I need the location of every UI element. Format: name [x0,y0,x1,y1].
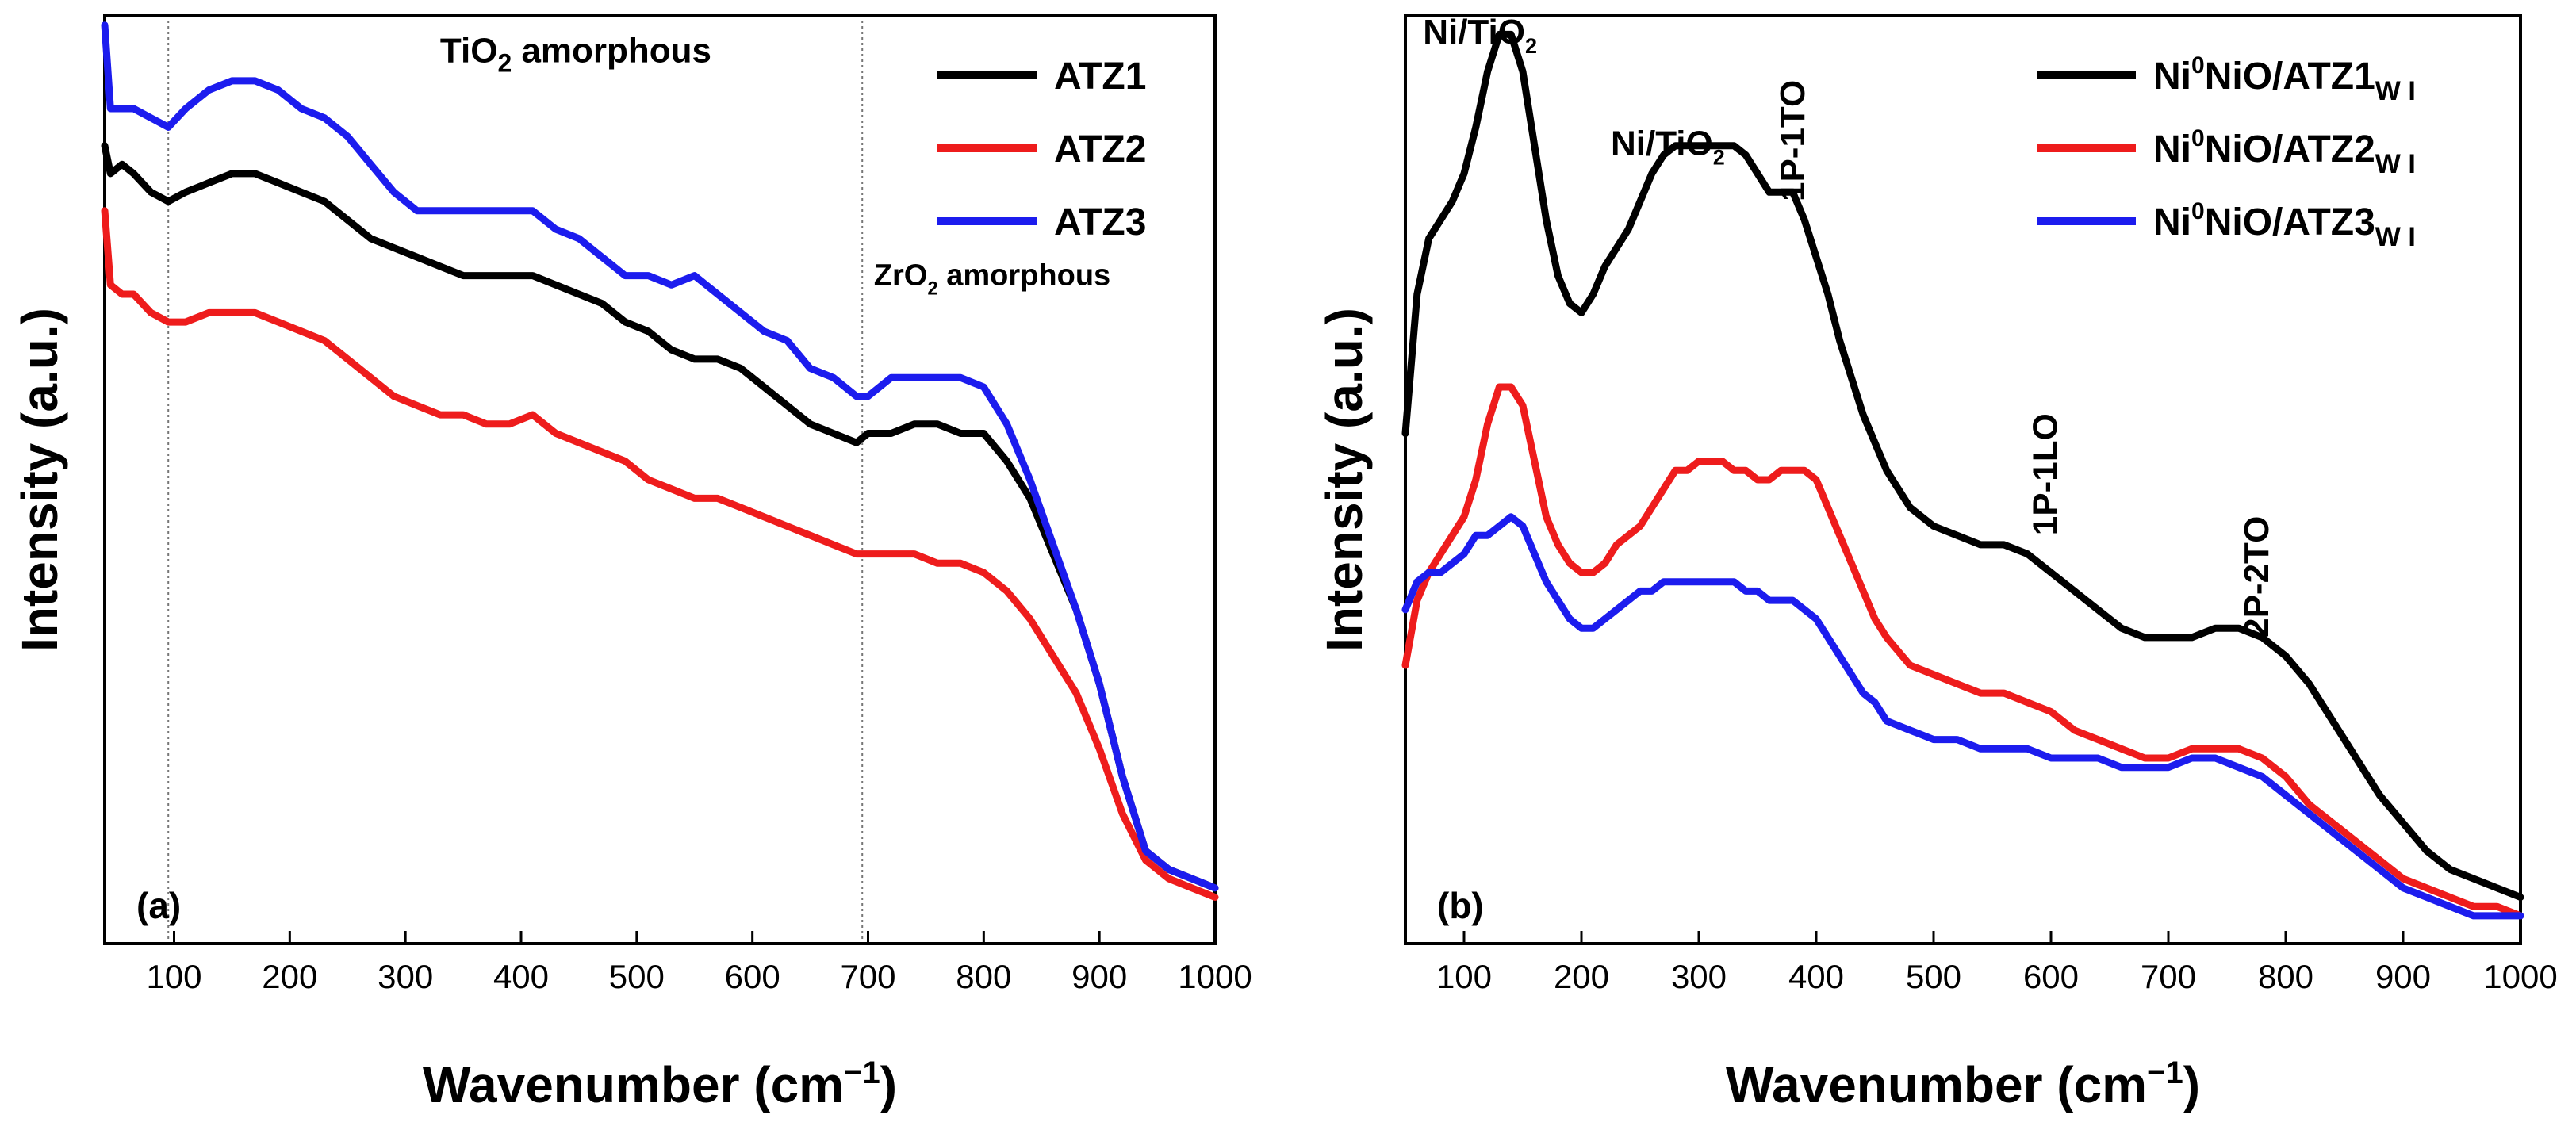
panel-b-x-axis-title: Wavenumber (cm−1) [1726,1055,2200,1113]
annotation-2: Ni/TiO2 [1611,124,1725,170]
annotation-1: TiO2 amorphous [440,32,711,78]
panel-a-y-axis-title: Intensity (a.u.) [11,308,68,652]
panel-a-x-axis-title-end: ) [880,1056,897,1113]
annotation-4: 1P-1LO [2026,413,2064,535]
series-line-1 [101,142,1219,892]
series-line-3 [101,21,1219,892]
x-tick-label-700: 700 [840,958,895,995]
legend-label-2: Ni0NiO/ATZ2W I [2153,125,2416,179]
x-tick-label-500: 500 [609,958,665,995]
panel-b-x-axis-title-sup: −1 [2147,1055,2183,1090]
x-tick-label-500: 500 [1906,958,1961,995]
panel-b: 100 200 300 400 500 600 700 800 900 1000 (b) Ni/T… [1316,13,2558,1113]
annotation-2: ZrO2 amorphous [874,259,1110,299]
panel-a-reference-lines [167,21,864,939]
panel-b-x-axis-title-end: ) [2183,1056,2200,1113]
x-tick-label-800: 800 [2258,958,2313,995]
panel-b-label: (b) [1437,885,1484,926]
panel-b-frame [1404,14,2522,945]
x-tick-label-600: 600 [2023,958,2079,995]
x-tick-label-1000: 1000 [1178,958,1252,995]
x-tick-label-900: 900 [2375,958,2431,995]
legend-label-2: ATZ2 [1054,128,1146,170]
panel-a-series [101,21,1219,901]
legend-label-3: Ni0NiO/ATZ3W I [2153,198,2416,252]
panel-a-legend: ATZ1 ATZ2 ATZ3 [937,56,1146,243]
annotation-1: Ni/TiO2 [1423,13,1537,58]
panel-b-x-ticks: 100 200 300 400 500 600 700 800 900 1000 [1436,931,2558,995]
annotation-3: 1P-1TO [1773,80,1812,201]
panel-a-x-axis-title-sup: −1 [844,1055,880,1090]
legend-label-1: ATZ1 [1054,56,1146,98]
panel-b-legend: Ni0NiO/ATZ1W I Ni0NiO/ATZ2W I Ni0NiO/ATZ3W… [2037,52,2416,252]
panel-b-y-axis-title: Intensity (a.u.) [1316,308,1373,652]
annotation-5: 2P-2TO [2237,516,2276,638]
legend-label-1: Ni0NiO/ATZ1W I [2153,52,2416,106]
series-line-3 [1401,513,2524,920]
series-line-2 [1401,383,2524,920]
x-tick-label-700: 700 [2141,958,2196,995]
series-line-1 [1401,30,2524,901]
series-line-2 [101,207,1219,901]
x-tick-label-900: 900 [1071,958,1127,995]
x-tick-label-400: 400 [493,958,549,995]
panel-b-series [1401,30,2524,920]
panel-a: 100 200 300 400 500 600 700 800 900 1000 (a) TiO2… [11,14,1252,1113]
panel-a-x-axis-title: Wavenumber (cm−1) [423,1055,897,1113]
legend-label-3: ATZ3 [1054,201,1146,243]
x-tick-label-600: 600 [725,958,780,995]
panel-b-x-axis-title-main: Wavenumber (cm [1726,1056,2147,1113]
x-tick-label-200: 200 [1554,958,1609,995]
panel-a-label: (a) [136,885,181,926]
panel-b-annotations: Ni/TiO2 Ni/TiO2 1P-1TO 1P-1LO 2P-2TO [1423,13,2276,638]
panel-a-annotations: TiO2 amorphous ZrO2 amorphous [440,32,1110,300]
x-tick-label-300: 300 [1671,958,1727,995]
x-tick-label-300: 300 [378,958,433,995]
x-tick-label-1000: 1000 [2483,958,2557,995]
x-tick-label-800: 800 [956,958,1011,995]
x-tick-label-100: 100 [1436,958,1492,995]
panel-a-frame [103,14,1217,945]
panel-a-x-ticks: 100 200 300 400 500 600 700 800 900 1000 [146,931,1252,995]
x-tick-label-100: 100 [146,958,201,995]
x-tick-label-400: 400 [1788,958,1844,995]
x-tick-label-200: 200 [262,958,317,995]
panel-a-x-axis-title-main: Wavenumber (cm [423,1056,844,1113]
